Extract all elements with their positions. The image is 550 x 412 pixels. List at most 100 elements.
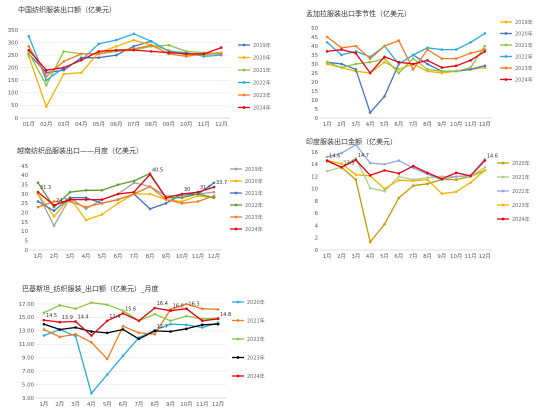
y-tick-label: 16 — [311, 150, 318, 156]
data-point — [114, 38, 118, 42]
data-point — [426, 171, 429, 175]
y-tick-label: 50 — [311, 26, 318, 32]
legend-marker — [236, 300, 240, 304]
data-point — [79, 71, 83, 75]
legend-label: 2024年 — [512, 216, 530, 223]
data-point — [383, 169, 386, 172]
data-point — [202, 52, 206, 56]
series-line — [37, 172, 215, 208]
series-line — [326, 45, 486, 74]
data-point — [52, 205, 56, 209]
x-tick-label: 11月 — [196, 401, 208, 408]
data-point — [132, 192, 136, 196]
data-point — [164, 196, 168, 200]
data-point — [121, 324, 125, 328]
data-point — [212, 196, 216, 200]
data-label: 13.9 — [62, 315, 73, 321]
y-tick-label: 10 — [21, 229, 28, 235]
data-point — [52, 209, 56, 213]
data-point — [121, 328, 125, 331]
data-point — [426, 176, 429, 180]
x-tick-label: 3月 — [71, 401, 80, 408]
data-point — [354, 158, 358, 162]
data-point — [483, 166, 487, 169]
data-point — [354, 62, 358, 66]
data-point — [383, 44, 386, 48]
data-point — [483, 64, 487, 68]
y-tick-label: 9.00 — [22, 356, 35, 362]
y-tick-label: 7.00 — [22, 369, 35, 375]
x-tick-label: 11月 — [198, 121, 210, 128]
data-label: 31.1 — [200, 185, 211, 191]
data-point — [426, 46, 429, 50]
series-line — [43, 303, 219, 360]
data-point — [42, 334, 46, 337]
x-tick-label: 12月 — [479, 121, 491, 128]
data-point — [440, 175, 444, 178]
chart-title: 印度服装出口金额（亿美元） — [306, 137, 397, 146]
data-label: 16.3 — [188, 302, 199, 308]
x-tick-label: 9月 — [437, 121, 446, 128]
x-tick-label: 9月 — [437, 253, 446, 260]
x-tick-label: 5月 — [380, 253, 389, 260]
data-point — [149, 50, 153, 53]
data-point — [27, 55, 31, 58]
data-label: 16.0 — [173, 304, 184, 310]
data-point — [200, 323, 204, 327]
data-point — [132, 181, 136, 185]
data-point — [132, 190, 136, 194]
data-point — [167, 43, 171, 47]
data-point — [483, 159, 487, 162]
data-point — [483, 169, 487, 172]
legend-marker — [234, 203, 238, 207]
y-tick-label: 50 — [11, 103, 18, 109]
data-point — [90, 334, 93, 337]
data-point — [383, 162, 386, 166]
x-tick-label: 8月 — [146, 253, 155, 260]
data-point — [325, 62, 329, 66]
legend-marker — [242, 106, 246, 109]
data-point — [68, 200, 72, 203]
x-tick-label: 10月 — [450, 121, 462, 128]
data-point — [368, 173, 372, 177]
data-point — [219, 46, 223, 49]
legend-marker — [242, 43, 246, 47]
data-point — [368, 240, 372, 244]
data-point — [148, 185, 152, 188]
legend-marker — [242, 68, 246, 72]
data-label: 16.4 — [157, 301, 168, 307]
x-tick-label: 7月 — [135, 401, 144, 408]
data-label: 12.7 — [157, 324, 168, 330]
legend-label: 2023年 — [512, 202, 530, 209]
legend-label: 2023年 — [247, 354, 265, 361]
data-point — [200, 319, 204, 323]
data-point — [132, 38, 136, 42]
data-point — [185, 314, 188, 318]
data-point — [84, 218, 88, 222]
x-tick-label: 12月 — [208, 253, 220, 260]
data-point — [79, 52, 83, 56]
y-tick-label: 20 — [311, 80, 318, 86]
data-point — [469, 66, 472, 69]
x-tick-label: 5月 — [103, 401, 112, 408]
data-point — [383, 187, 386, 191]
x-tick-label: 2月 — [337, 253, 346, 260]
legend-label: 2024年 — [253, 104, 271, 111]
data-point — [27, 48, 31, 52]
data-point — [116, 202, 120, 205]
y-tick-label: 4 — [315, 223, 319, 229]
legend-marker — [236, 319, 240, 322]
legend-label: 2020年 — [512, 160, 530, 167]
data-point — [105, 303, 109, 306]
data-point — [212, 185, 216, 189]
y-tick-label: 25 — [311, 71, 318, 77]
y-tick-label: 0 — [15, 116, 19, 122]
chart-title: 越南纺织品服装出口——月度（亿美元） — [17, 146, 143, 155]
y-tick-label: 35 — [311, 53, 318, 59]
series-line — [37, 185, 215, 208]
y-tick-label: 5 — [25, 238, 28, 244]
series-line — [28, 44, 222, 86]
x-tick-label: 1月 — [323, 121, 332, 128]
data-point — [368, 186, 372, 190]
data-point — [368, 60, 372, 64]
